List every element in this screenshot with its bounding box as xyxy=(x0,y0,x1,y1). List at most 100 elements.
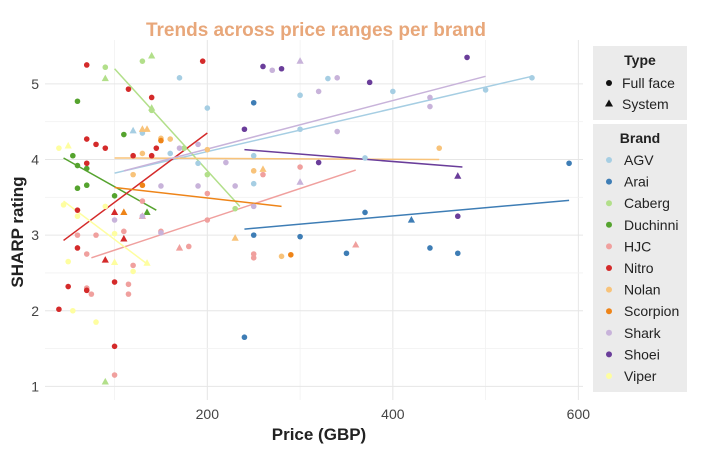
point-viper-full-face xyxy=(74,213,81,220)
y-axis-label: SHARP rating xyxy=(8,176,27,287)
x-tick-label: 400 xyxy=(381,406,405,422)
point-shark-full-face xyxy=(334,128,340,135)
point-agv-full-face xyxy=(176,75,183,81)
trend-line-arai xyxy=(244,199,570,230)
legend-brand-items: AGV Arai Caberg Duchinni HJC Nitro Nolan Scorpi… xyxy=(606,152,679,384)
point-hjc-full-face xyxy=(297,164,303,170)
legend-agv-label: AGV xyxy=(624,152,654,168)
point-hjc-full-face xyxy=(185,243,192,250)
point-nolan-full-face xyxy=(130,171,136,178)
legend-brand-background xyxy=(593,124,687,392)
point-nolan-system xyxy=(143,125,151,132)
point-viper-full-face xyxy=(70,307,76,314)
point-arai-full-face xyxy=(297,233,303,240)
point-hjc-full-face xyxy=(88,291,95,297)
legend-caberg-swatch xyxy=(606,200,612,207)
point-scorpion-full-face xyxy=(139,182,146,189)
legend-nitro-swatch xyxy=(606,265,612,271)
point-arai-full-face xyxy=(250,232,257,238)
point-arai-full-face xyxy=(566,160,572,167)
chart-title: Trends across price ranges per brand xyxy=(146,20,486,41)
point-nitro-full-face xyxy=(83,160,90,167)
y-tick-label: 1 xyxy=(31,378,39,394)
legend-full-face-symbol xyxy=(606,80,612,86)
point-nolan-full-face xyxy=(250,168,257,174)
legend-type-title: Type xyxy=(624,52,656,68)
point-shoei-full-face xyxy=(241,126,248,133)
point-shark-full-face xyxy=(427,94,433,101)
point-caberg-full-face xyxy=(139,58,146,64)
point-nitro-full-face xyxy=(153,145,160,151)
legend-arai-swatch xyxy=(606,178,612,185)
point-hjc-full-face xyxy=(250,251,257,257)
point-shoei-full-face xyxy=(260,63,266,70)
data-points xyxy=(56,51,572,385)
point-shoei-full-face xyxy=(315,159,322,166)
point-agv-full-face xyxy=(250,152,257,159)
point-arai-full-face xyxy=(241,334,248,341)
trend-line-scorpion xyxy=(114,186,282,208)
trend-line-shark xyxy=(123,75,486,172)
point-nitro-full-face xyxy=(83,136,90,142)
legend-caberg-label: Caberg xyxy=(624,195,670,211)
point-duchinni-full-face xyxy=(70,152,76,159)
point-hjc-full-face xyxy=(139,198,146,204)
point-agv-full-face xyxy=(250,180,257,187)
legend-duchinni-swatch xyxy=(606,221,612,228)
point-viper-full-face xyxy=(111,230,118,237)
legend-nolan-label: Nolan xyxy=(624,282,661,298)
point-agv-full-face xyxy=(482,87,489,93)
point-viper-full-face xyxy=(102,203,109,210)
point-nitro-full-face xyxy=(148,152,155,159)
point-shoei-full-face xyxy=(464,54,470,61)
point-shark-full-face xyxy=(223,159,229,166)
legend-full-face-label: Full face xyxy=(622,75,675,91)
legend-nitro-label: Nitro xyxy=(624,260,654,276)
y-tick-label: 3 xyxy=(31,227,39,243)
point-caberg-system xyxy=(148,51,156,59)
point-shark-full-face xyxy=(427,103,433,110)
point-nitro-full-face xyxy=(130,152,136,159)
point-arai-full-face xyxy=(343,250,350,257)
point-nitro-full-face xyxy=(199,58,206,64)
point-agv-full-face xyxy=(204,105,211,111)
point-arai-full-face xyxy=(250,99,257,106)
point-hjc-full-face xyxy=(111,372,118,378)
point-duchinni-full-face xyxy=(83,165,90,172)
point-arai-full-face xyxy=(454,250,461,257)
point-hjc-full-face xyxy=(260,171,266,178)
point-nitro-full-face xyxy=(102,145,109,151)
legend-hjc-swatch xyxy=(606,243,612,250)
trend-line-hjc xyxy=(91,169,356,259)
legend-arai-label: Arai xyxy=(624,174,649,190)
point-viper-full-face xyxy=(65,258,71,265)
point-shark-full-face xyxy=(269,67,276,74)
x-tick-label: 200 xyxy=(196,406,220,422)
point-duchinni-full-face xyxy=(121,131,127,138)
point-duchinni-full-face xyxy=(83,182,90,189)
legend-brand: Brand AGV Arai Caberg Duchinni HJC Nitro Nolan… xyxy=(593,124,687,392)
point-shark-full-face xyxy=(232,183,238,189)
point-nitro-full-face xyxy=(148,94,155,101)
point-duchinni-full-face xyxy=(74,98,81,105)
point-hjc-full-face xyxy=(204,217,211,223)
legend-duchinni-label: Duchinni xyxy=(624,217,678,233)
point-caberg-system xyxy=(101,74,109,82)
point-agv-full-face xyxy=(362,155,368,161)
point-arai-full-face xyxy=(362,209,368,216)
point-nolan-full-face xyxy=(139,150,146,157)
point-nitro-full-face xyxy=(74,245,81,251)
point-viper-full-face xyxy=(56,145,62,151)
point-hjc-full-face xyxy=(125,281,132,288)
point-shoei-full-face xyxy=(278,65,285,72)
point-caberg-full-face xyxy=(181,145,187,151)
y-axis-ticks: 1 2 3 4 5 xyxy=(31,76,39,395)
point-hjc-system xyxy=(175,243,184,251)
point-nitro-system xyxy=(120,234,128,242)
point-shark-system xyxy=(296,178,304,185)
point-duchinni-full-face xyxy=(111,192,118,199)
point-caberg-full-face xyxy=(232,205,238,212)
legend-shoei-swatch xyxy=(606,351,612,358)
legend-scorpion-swatch xyxy=(606,308,612,315)
x-axis-ticks: 200 400 600 xyxy=(196,406,591,422)
